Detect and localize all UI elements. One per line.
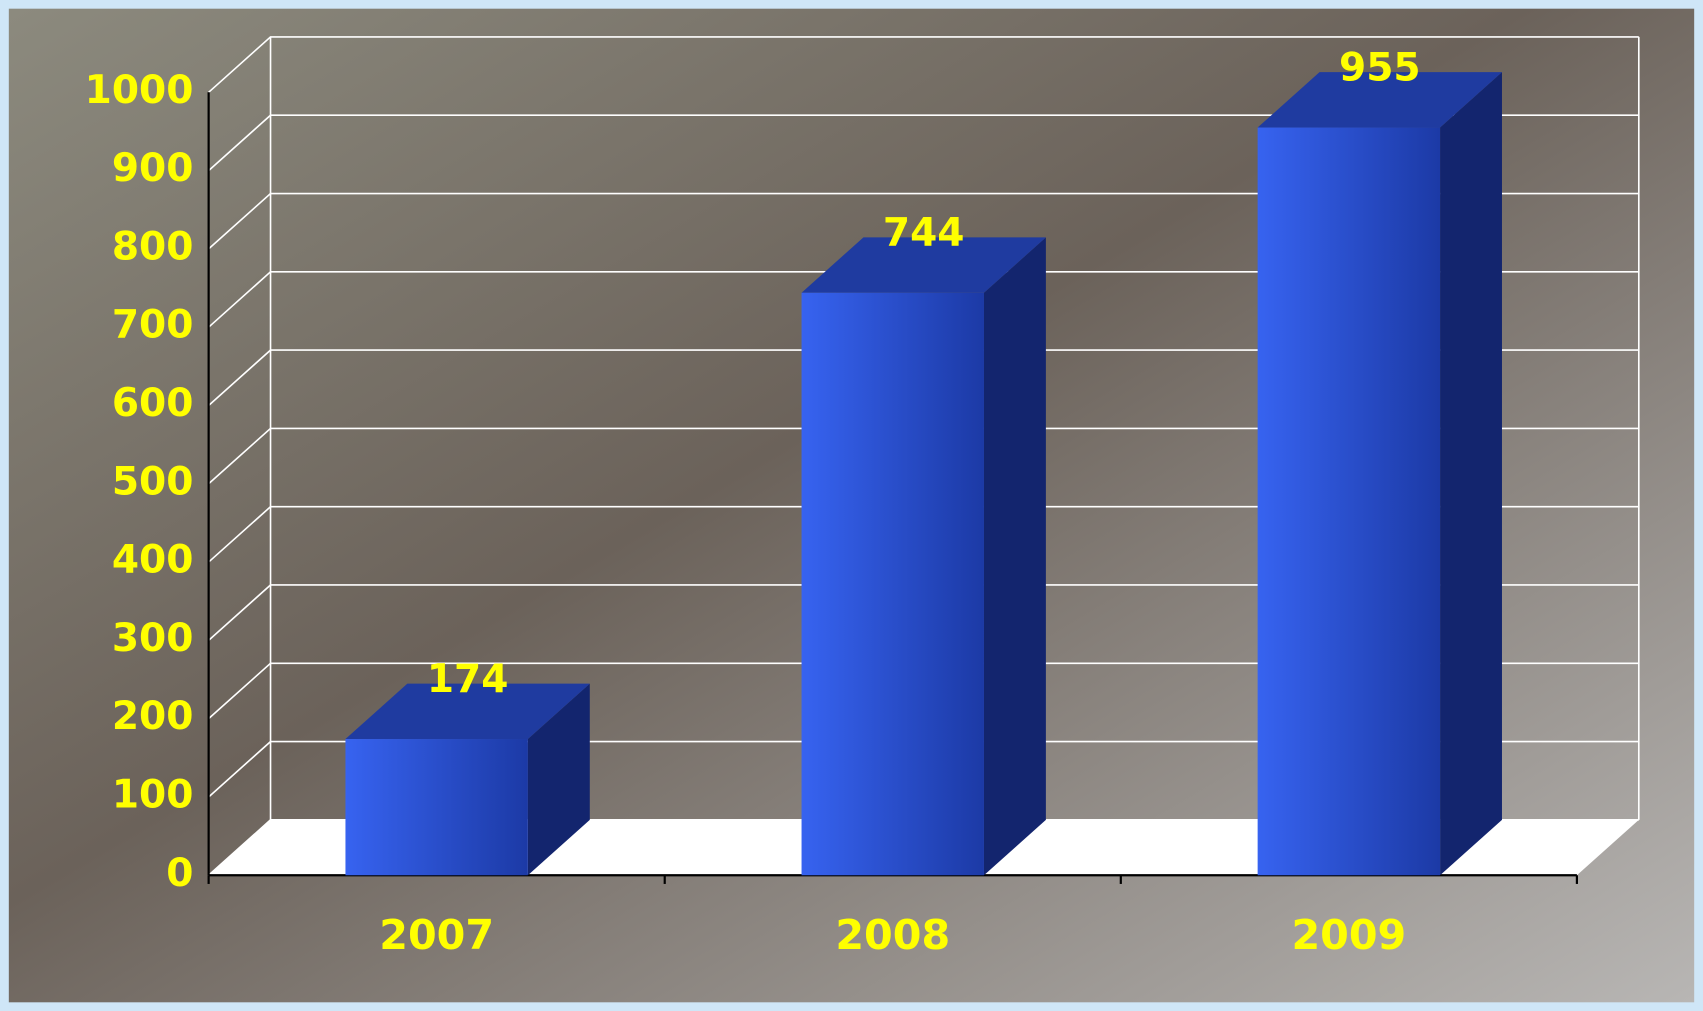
bar-top — [345, 683, 590, 740]
grid-line — [208, 36, 1639, 93]
y-tick-label: 0 — [166, 851, 193, 896]
grid-line — [208, 740, 1639, 798]
bar-side — [1440, 72, 1502, 876]
y-tick-label: 600 — [112, 381, 194, 426]
plot: 0 100 200 300 400 500 600 700 800 900 1000 174 2007 7… — [85, 36, 1640, 959]
value-label: 955 — [1339, 45, 1421, 90]
grid-line — [208, 505, 1639, 563]
grid-line — [208, 427, 1639, 485]
grid-line — [208, 584, 1639, 641]
x-tick-label: 2007 — [379, 911, 494, 959]
y-tick-label: 800 — [112, 224, 194, 269]
bar-side — [983, 237, 1046, 876]
y-tick-label: 300 — [112, 616, 194, 661]
bar — [801, 292, 984, 876]
y-tick-label: 400 — [112, 538, 194, 583]
grid-line — [208, 114, 1639, 172]
bar — [1257, 127, 1441, 876]
bar — [345, 739, 528, 876]
x-tick-label: 2009 — [1291, 911, 1406, 959]
grid-line — [208, 349, 1639, 407]
bar-side — [527, 683, 590, 876]
grid-line — [208, 819, 1639, 876]
x-tick-label: 2008 — [835, 911, 950, 959]
value-label: 744 — [883, 211, 965, 256]
bar-top — [801, 237, 1046, 293]
y-tick-label: 200 — [112, 694, 194, 739]
value-label: 174 — [427, 657, 509, 702]
y-tick-label: 100 — [112, 772, 194, 817]
y-tick-label: 700 — [112, 303, 194, 348]
grid-line — [208, 662, 1639, 720]
grid-line — [208, 192, 1639, 250]
y-tick-label: 900 — [112, 146, 194, 191]
grid-line — [208, 270, 1639, 328]
bar-top — [1257, 72, 1502, 128]
y-tick-label: 1000 — [85, 68, 194, 113]
y-tick-label: 500 — [112, 459, 194, 504]
